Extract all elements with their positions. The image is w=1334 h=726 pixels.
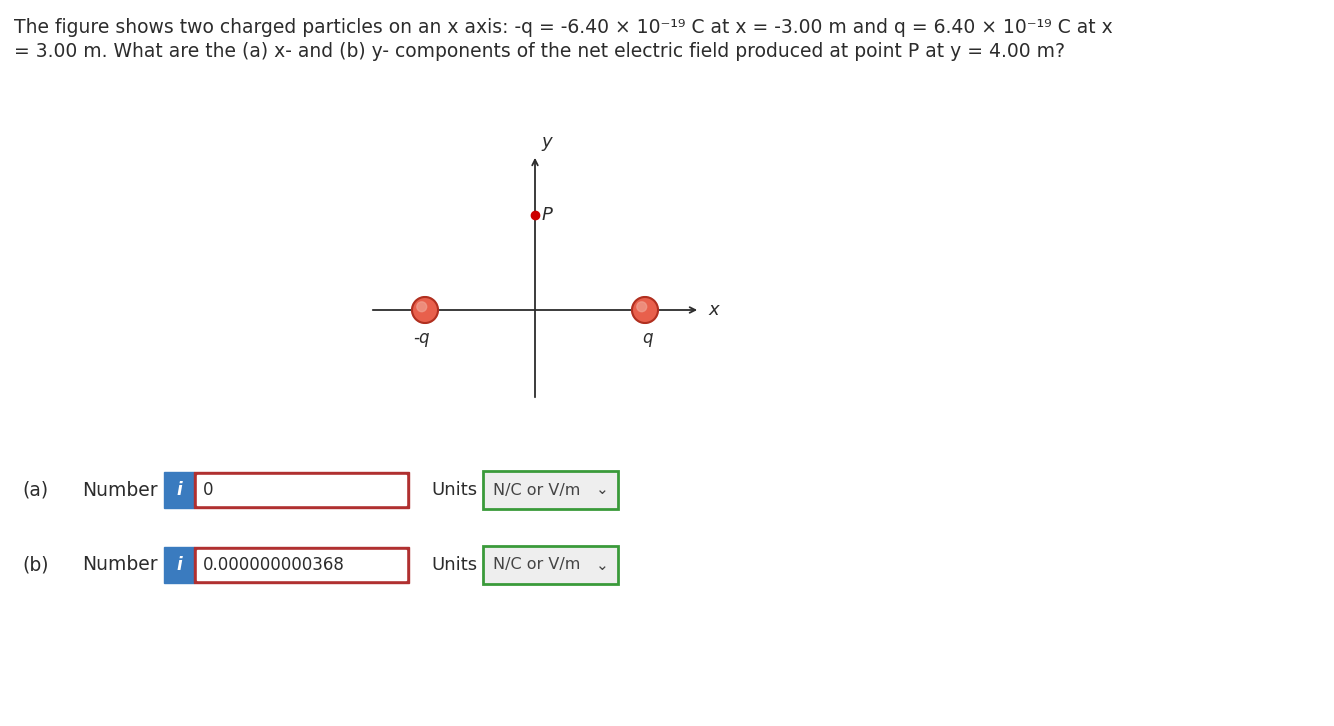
Text: (a): (a): [21, 481, 48, 499]
Text: Number: Number: [81, 555, 157, 574]
Text: 0: 0: [203, 481, 213, 499]
Text: P: P: [542, 206, 552, 224]
Text: Number: Number: [81, 481, 157, 499]
Text: (b): (b): [21, 555, 48, 574]
FancyBboxPatch shape: [483, 546, 618, 584]
FancyBboxPatch shape: [164, 472, 193, 508]
Text: q: q: [642, 329, 652, 347]
Text: y: y: [542, 133, 552, 151]
FancyBboxPatch shape: [197, 550, 406, 580]
Text: N/C or V/m: N/C or V/m: [494, 558, 580, 573]
Text: The figure shows two charged particles on an x axis: -q = -6.40 × 10⁻¹⁹ C at x =: The figure shows two charged particles o…: [13, 18, 1113, 37]
Circle shape: [412, 297, 438, 323]
Text: N/C or V/m: N/C or V/m: [494, 483, 580, 497]
Text: ⌄: ⌄: [595, 483, 608, 497]
Text: i: i: [176, 556, 181, 574]
Text: Units: Units: [431, 556, 478, 574]
Circle shape: [636, 302, 647, 311]
Text: x: x: [708, 301, 719, 319]
FancyBboxPatch shape: [193, 547, 410, 583]
Text: i: i: [176, 481, 181, 499]
FancyBboxPatch shape: [483, 471, 618, 509]
Circle shape: [416, 302, 427, 311]
FancyBboxPatch shape: [197, 475, 406, 505]
Text: 0.000000000368: 0.000000000368: [203, 556, 346, 574]
Text: = 3.00 m. What are the (a) x- and (b) y- components of the net electric field pr: = 3.00 m. What are the (a) x- and (b) y-…: [13, 42, 1065, 61]
FancyBboxPatch shape: [193, 472, 410, 508]
Circle shape: [632, 297, 658, 323]
Text: ⌄: ⌄: [595, 558, 608, 573]
Text: -q: -q: [412, 329, 430, 347]
Text: Units: Units: [431, 481, 478, 499]
FancyBboxPatch shape: [164, 547, 193, 583]
